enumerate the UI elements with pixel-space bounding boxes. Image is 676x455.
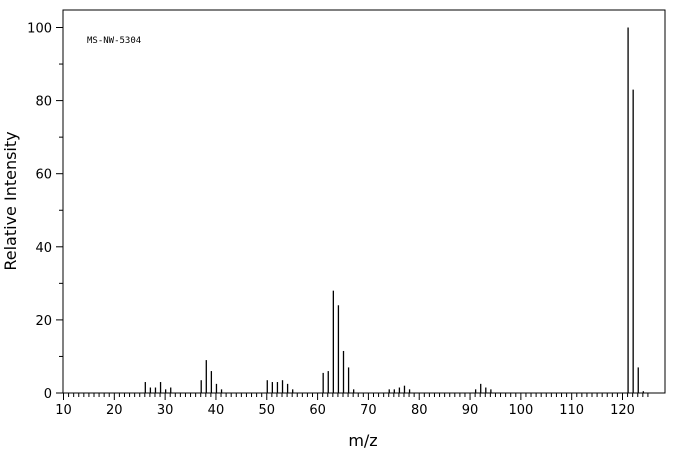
spectrum-id-annotation: MS-NW-5304: [87, 36, 141, 46]
y-tick-label: 100: [27, 22, 52, 37]
x-tick-label: 80: [411, 403, 428, 418]
y-tick-label: 80: [35, 95, 52, 110]
y-tick-label: 0: [44, 387, 52, 402]
x-axis-title: m/z: [348, 431, 377, 450]
y-axis-title: Relative Intensity: [1, 131, 20, 270]
x-tick-label: 90: [462, 403, 479, 418]
x-tick-label: 50: [258, 403, 275, 418]
x-tick-label: 30: [157, 403, 174, 418]
x-tick-label: 20: [106, 403, 123, 418]
x-tick-label: 100: [508, 403, 533, 418]
x-tick-label: 10: [55, 403, 72, 418]
x-tick-label: 120: [610, 403, 635, 418]
plot-frame: [62, 9, 666, 394]
x-axis-ticks: 10 20 30 40 50 60 70 80 90 100 110 120: [55, 393, 649, 418]
x-tick-label: 110: [559, 403, 584, 418]
y-tick-label: 20: [35, 314, 52, 329]
x-tick-label: 70: [360, 403, 377, 418]
x-tick-label: 40: [208, 403, 225, 418]
y-axis-ticks: 0 20 40 60 80 100: [27, 22, 63, 402]
spectrum-peaks: [144, 27, 644, 393]
x-tick-label: 60: [309, 403, 326, 418]
y-tick-label: 60: [35, 168, 52, 183]
y-tick-label: 40: [35, 241, 52, 256]
